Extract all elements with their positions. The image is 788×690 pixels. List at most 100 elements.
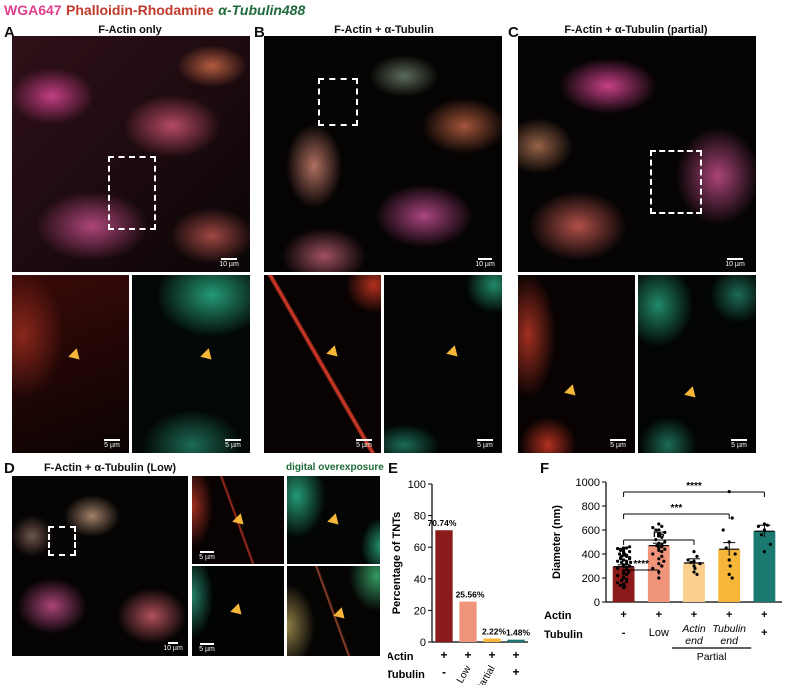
actin-row-label: Actin (388, 651, 414, 663)
bar (753, 531, 776, 602)
y-tick-label: 600 (582, 525, 600, 537)
tnt-arrow (68, 348, 84, 364)
panel-c-main-image: 10 µm (518, 36, 756, 272)
data-point (657, 557, 661, 561)
tubulin-mark: Low (455, 663, 474, 685)
significance-label: ns (653, 529, 665, 540)
data-point (625, 577, 629, 581)
data-point (619, 547, 623, 551)
panel-d-zoom-tubulin: 5 µm (192, 566, 284, 656)
data-point (657, 576, 661, 580)
panel-b-letter: B (254, 24, 265, 41)
actin-mark: + (691, 609, 697, 621)
y-tick-label: 1000 (576, 477, 600, 489)
scale-bar: 5 µm (351, 439, 377, 449)
data-point (622, 550, 626, 554)
data-point (628, 545, 632, 549)
tnt-arrow (230, 603, 246, 619)
data-point (628, 556, 632, 560)
data-point (728, 564, 732, 568)
data-point (622, 547, 626, 551)
y-tick-label: 100 (408, 479, 426, 491)
data-label: 25.56% (456, 590, 485, 600)
data-point (733, 552, 737, 556)
tnt-arrow (326, 345, 342, 361)
scale-bar: 10 µm (162, 642, 184, 652)
data-point (721, 528, 725, 532)
partial-label: Partial (697, 651, 727, 663)
data-point (616, 566, 620, 570)
channel-legend: WGA647 Phalloidin-Rhodamine α-Tubulin488 (4, 2, 305, 20)
tubulin-mark-line1: Tubulin (712, 623, 746, 635)
y-tick-label: 0 (594, 597, 600, 609)
panel-d-zoom-overexposed (287, 476, 380, 564)
significance-label: *** (671, 503, 683, 514)
bar (507, 639, 525, 642)
data-point (686, 558, 690, 562)
data-point (660, 550, 664, 554)
data-point (692, 564, 696, 568)
data-point (759, 533, 763, 537)
scale-bar: 10 µm (720, 258, 750, 268)
data-point (625, 580, 629, 584)
y-tick-label: 200 (582, 573, 600, 585)
tnt-arrow (446, 345, 462, 361)
scale-bar: 5 µm (726, 439, 752, 449)
data-point (651, 526, 655, 530)
data-point (730, 516, 734, 520)
panel-f-letter: F (540, 460, 550, 477)
data-point (657, 528, 661, 532)
tnt-arrow (327, 513, 343, 529)
y-tick-label: 0 (420, 637, 426, 649)
data-point (762, 550, 766, 554)
data-point (756, 524, 760, 528)
scale-bar: 5 µm (220, 439, 246, 449)
tubulin-mark-line2: end (720, 635, 739, 647)
data-point (625, 572, 629, 576)
data-point (765, 523, 769, 527)
data-point (627, 570, 631, 574)
data-point (660, 545, 664, 549)
data-point (660, 535, 664, 539)
data-point (730, 576, 734, 580)
data-point (768, 542, 772, 546)
overexposure-label: digital overexposure (286, 462, 384, 473)
data-point (727, 540, 731, 544)
data-point (616, 581, 620, 585)
data-point (622, 564, 626, 568)
actin-mark: + (620, 609, 626, 621)
y-tick-label: 800 (582, 501, 600, 513)
panel-a-letter: A (4, 24, 15, 41)
chart-f-diameter: 0 200 400 600 800 1000 Diameter (nm) + - + Low + Act… (544, 477, 782, 663)
data-point (657, 548, 661, 552)
tubulin-mark: Low (649, 627, 669, 639)
legend-wga: WGA647 (4, 2, 62, 18)
data-point (619, 557, 623, 561)
data-point (762, 522, 766, 526)
tubulin-mark: + (512, 665, 519, 679)
data-point (692, 570, 696, 574)
tnt-arrow (200, 348, 216, 364)
data-point (663, 530, 667, 534)
panel-c-zoom-tubulin: 5 µm (638, 275, 756, 453)
data-point (663, 547, 667, 551)
actin-mark: + (512, 648, 519, 662)
data-point (651, 566, 655, 570)
actin-mark: + (656, 609, 662, 621)
scale-bar: 5 µm (472, 439, 498, 449)
data-point (625, 562, 629, 566)
data-point (695, 554, 699, 558)
actin-mark: + (464, 648, 471, 662)
data-point (695, 572, 699, 576)
panel-c-title: F-Actin + α-Tubulin (partial) (564, 24, 708, 36)
data-point (727, 572, 731, 576)
data-point (622, 576, 626, 580)
tnt-arrow (333, 607, 349, 623)
data-point (660, 554, 664, 558)
y-tick-label: 80 (414, 511, 426, 523)
panel-e-letter: E (388, 460, 399, 477)
data-label: 1.48% (506, 628, 531, 638)
data-point (654, 528, 658, 532)
panel-d-title: F-Actin + α-Tubulin (Low) (43, 462, 177, 474)
data-point (619, 583, 623, 587)
